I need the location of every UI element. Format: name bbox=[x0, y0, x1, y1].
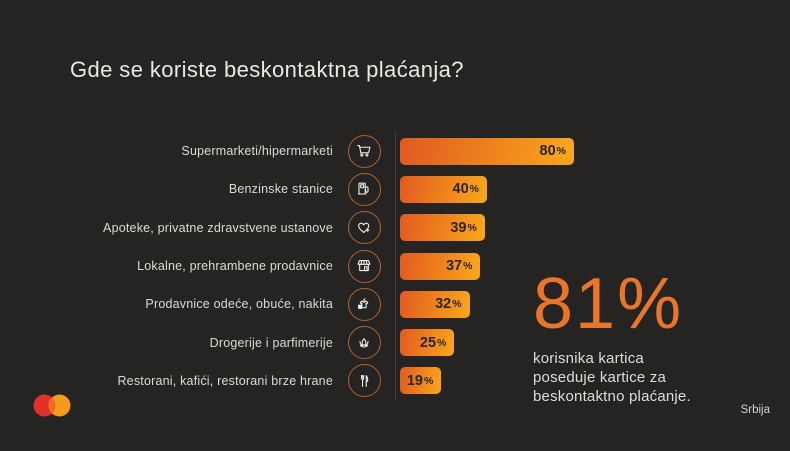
cutlery-icon bbox=[347, 364, 381, 398]
bar: 25% bbox=[400, 329, 455, 357]
bar-value: 37 bbox=[445, 258, 463, 275]
stat-value: 81% bbox=[533, 264, 684, 344]
axis-area: 37% bbox=[395, 246, 530, 286]
category-label: Apoteke, privatne zdravstvene ustanove bbox=[103, 220, 333, 235]
perfume-icon bbox=[347, 326, 381, 360]
clothing-icon bbox=[347, 287, 381, 321]
bar: 19% bbox=[400, 367, 442, 395]
category-label: Restorani, kafići, restorani brze hrane bbox=[117, 373, 333, 388]
bar-chart: Supermarketi/hipermarketi 80% Benzinske … bbox=[0, 132, 574, 401]
axis-area: 80% bbox=[395, 132, 574, 171]
heart-plus-icon bbox=[347, 211, 381, 245]
mastercard-logo bbox=[33, 394, 71, 417]
country-label: Srbija bbox=[740, 404, 770, 416]
chart-row: Lokalne, prehrambene prodavnice 37% bbox=[0, 246, 530, 286]
category-label: Drogerije i parfimerije bbox=[209, 335, 333, 350]
bar: 39% bbox=[400, 214, 485, 242]
category-label: Benzinske stanice bbox=[228, 182, 333, 197]
storefront-icon bbox=[347, 249, 381, 283]
bar-value: 25 bbox=[419, 334, 437, 351]
bar-value: 40 bbox=[452, 181, 469, 198]
bar-value: 39 bbox=[450, 219, 467, 236]
chart-row: Restorani, kafići, restorani brze hrane … bbox=[0, 361, 530, 401]
shopping-cart-icon bbox=[347, 134, 381, 168]
chart-row: Prodavnice odeće, obuće, nakita 32% bbox=[0, 285, 530, 324]
bar: 80% bbox=[400, 137, 574, 165]
axis-area: 19% bbox=[395, 361, 530, 401]
bar-value: 80 bbox=[539, 143, 556, 160]
stat-description: korisnika kartica poseduje kartice za be… bbox=[533, 350, 691, 405]
chart-row: Drogerije i parfimerije 25% bbox=[0, 323, 530, 362]
fuel-pump-icon bbox=[347, 172, 381, 206]
axis-area: 25% bbox=[395, 323, 530, 362]
axis-area: 39% bbox=[395, 208, 530, 247]
category-label: Supermarketi/hipermarketi bbox=[181, 144, 333, 159]
bar-value: 32 bbox=[435, 296, 452, 313]
category-label: Lokalne, prehrambene prodavnice bbox=[137, 259, 333, 274]
axis-area: 40% bbox=[395, 170, 530, 209]
chart-row: Apoteke, privatne zdravstvene ustanove 3… bbox=[0, 208, 530, 247]
axis-area: 32% bbox=[395, 285, 530, 324]
bar: 32% bbox=[400, 290, 470, 318]
bar: 37% bbox=[400, 252, 481, 280]
category-label: Prodavnice odeće, obuće, nakita bbox=[145, 297, 333, 312]
bar-value: 19 bbox=[406, 372, 423, 389]
stat-block: 81% korisnika kartica poseduje kartice z… bbox=[533, 268, 773, 406]
page-title: Gde se koriste beskontaktna plaćanja? bbox=[70, 57, 464, 82]
bar: 40% bbox=[400, 175, 487, 203]
chart-row: Benzinske stanice 40% bbox=[0, 170, 530, 209]
chart-row: Supermarketi/hipermarketi 80% bbox=[0, 132, 574, 171]
